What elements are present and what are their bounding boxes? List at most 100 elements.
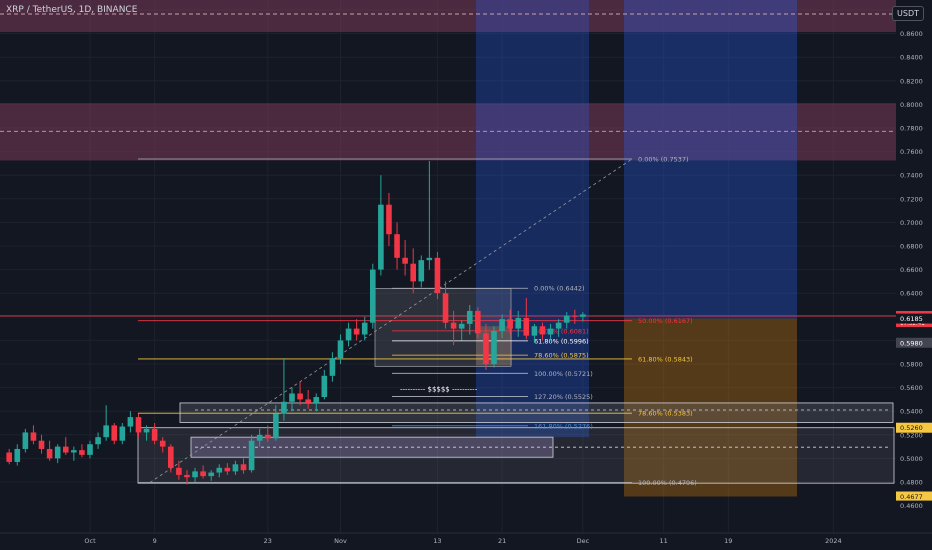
candle-body [386,204,392,235]
price-label: 0.4677 [900,493,923,501]
candle-body [281,401,287,414]
fib-small-level-label: 127.20% (0.5525) [534,393,593,401]
candle-body [442,293,449,323]
candle-body [450,322,457,329]
price-axis-tick: 0.8200 [900,77,923,85]
price-axis-tick: 0.7800 [900,125,923,133]
price-axis-tick: 0.7200 [900,195,923,203]
candle-body [523,317,530,336]
time-axis-tick: 11 [660,537,668,545]
fib-small-level-label: 50.00% (0.6081) [534,327,589,335]
candle-body [103,425,109,438]
candle-body [176,467,182,475]
candle-body [119,426,126,441]
candle-body [491,330,497,364]
candle-body [159,440,166,447]
candle-body [256,434,263,441]
candle-body [378,204,384,270]
time-axis-tick: 13 [433,537,441,545]
price-axis-tick: 0.7400 [900,172,923,180]
candle-body [289,393,295,402]
candle-body [321,375,328,398]
candle-body [531,326,538,336]
price-axis-tick: 0.5400 [900,408,923,416]
price-axis-tick: 0.6600 [900,266,923,274]
position-box-2-stop [624,318,797,497]
price-label-box [896,313,932,324]
candle-body [71,450,77,453]
supply-zone-top [0,0,896,33]
candle-body [563,315,570,323]
fib-large-level-label: 61.80% (0.5843) [638,355,693,363]
candle-body [507,319,513,329]
candle-body [135,417,142,433]
candle-body [184,474,190,478]
position-box-2-target [624,0,797,319]
supply-zone-mid [0,103,896,161]
chart-annotation: ---------- $$$$$ ---------- [400,386,478,394]
price-axis-tick: 0.7600 [900,148,923,156]
candle-body [370,269,376,323]
currency-selector[interactable]: USDT [892,6,924,21]
fib-small-level-label: 61.80% (0.5996) [534,337,589,345]
time-axis-tick: Dec [577,537,590,545]
position-box-1-target [476,0,589,438]
candle-body [547,328,554,335]
candle-body [572,315,578,317]
price-label: 0.4600 [900,502,923,510]
candle-body [329,358,336,376]
price-axis-tick: 0.6800 [900,243,923,251]
candle-body [151,428,158,441]
time-axis-tick: 21 [498,537,506,545]
candle-body [224,467,231,472]
time-axis-tick: 19 [724,537,732,545]
time-axis-tick: 23 [264,537,272,545]
fib-small-level-label: 78.60% (0.5875) [534,352,589,360]
candle-body [30,432,37,441]
candle-body [95,437,101,445]
candle-body [305,399,311,403]
candle-body [248,440,255,471]
candle-body [466,310,473,324]
candle-body [240,464,247,471]
candle-body [54,446,61,459]
candle-body [539,326,546,335]
price-axis-tick: 0.6400 [900,290,923,298]
candle-body [297,393,303,400]
price-label: 0.5980 [900,339,923,347]
candle-body [192,471,198,478]
candle-body [232,464,239,472]
price-axis-tick: 0.5600 [900,384,923,392]
candle-body [200,471,206,477]
price-axis-tick: 0.8600 [900,30,923,38]
candle-body [426,257,433,261]
candle-body [394,234,400,258]
time-axis-tick: Oct [84,537,96,545]
candle-body [87,444,93,455]
time-axis-tick: 2024 [825,537,842,545]
candle-body [143,428,150,433]
candle-body [273,413,279,439]
price-axis-tick: 0.8400 [900,54,923,62]
candle-body [62,446,69,453]
candle-body [345,328,352,341]
price-axis [896,0,932,550]
price-axis-tick: 0.5000 [900,455,923,463]
price-axis-tick: 0.4800 [900,479,923,487]
candle-body [38,440,45,449]
fib-trend-line [149,158,633,483]
candle-body [168,446,174,468]
candle-body [555,322,562,329]
price-label-countdown: 17:52:41 [900,321,925,327]
candle-body [79,450,85,455]
candle-body [499,319,505,331]
time-axis-tick: 9 [153,537,157,545]
price-axis-tick: 0.5200 [900,431,923,439]
candle-body [475,310,481,334]
candle-body [6,452,12,462]
candle-body [337,340,344,359]
candle-body [46,448,53,459]
fib-large-level-label: 78.60% (0.5383) [638,410,693,418]
candle-body [111,425,118,441]
